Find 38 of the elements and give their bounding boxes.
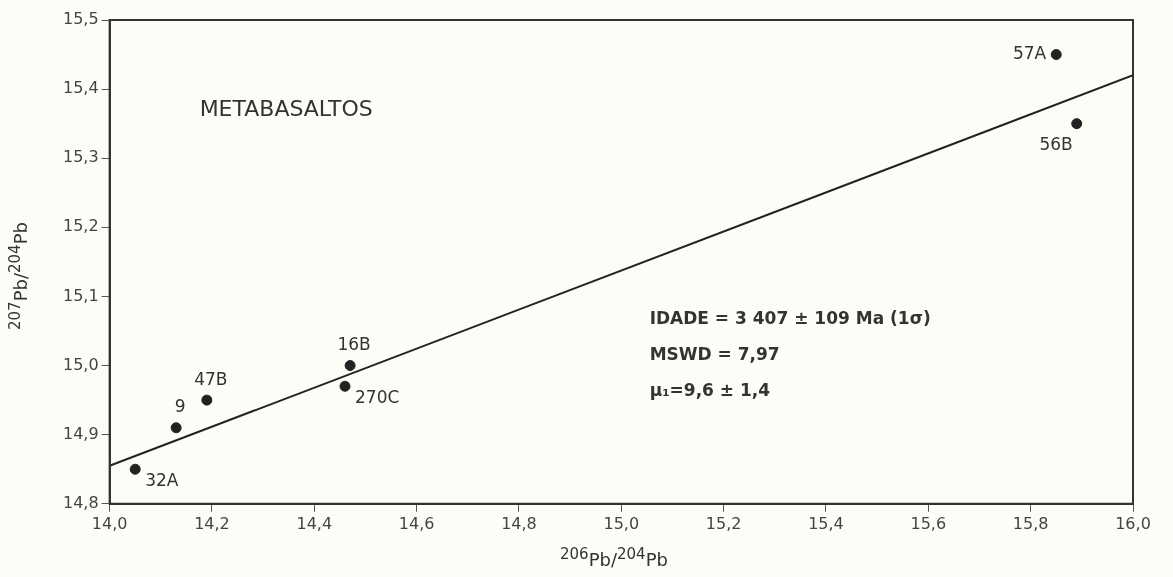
y-tick-label: 15,0 [63, 354, 99, 374]
y-tick-label: 15,3 [63, 147, 99, 167]
annotation: 9 [174, 396, 186, 417]
x-tick-label: 16,0 [1115, 513, 1151, 533]
x-axis-title: $^{206}$Pb/$^{204}$Pb [560, 545, 668, 570]
annotation: 47B [194, 368, 228, 389]
annotation: 16B [337, 333, 371, 354]
x-tick-label: 14,2 [194, 513, 230, 533]
y-tick-label: 15,5 [63, 9, 99, 29]
annotation: 32A [145, 469, 179, 490]
y-tick-label: 14,9 [63, 423, 99, 443]
annotation: 57A [1012, 42, 1047, 63]
x-tick-label: 15,0 [603, 513, 640, 533]
point [170, 422, 182, 434]
x-tick-label: 14,8 [501, 513, 537, 533]
annotation: IDADE = 3 407 ± 109 Ma (1σ) [649, 308, 931, 329]
point [201, 394, 213, 406]
point [1050, 49, 1062, 61]
x-tick-label: 15,6 [910, 513, 947, 533]
y-tick-label: 15,1 [63, 285, 99, 305]
x-tick-label: 14,0 [91, 513, 128, 533]
x-tick-label: 15,8 [1012, 513, 1049, 533]
point [344, 360, 356, 372]
y-tick-label: 15,2 [63, 216, 99, 236]
x-tick-label: 15,2 [705, 513, 742, 533]
point [1071, 118, 1083, 130]
y-tick-label: 14,8 [63, 492, 99, 512]
x-tick-label: 14,6 [398, 513, 435, 533]
y-tick-label: 15,4 [63, 78, 99, 98]
x-tick-label: 14,4 [296, 513, 333, 533]
x-tick-label: 15,4 [808, 513, 844, 533]
annotation: 56B [1039, 134, 1073, 155]
annotation: METABASALTOS [199, 95, 373, 121]
point [339, 380, 351, 392]
annotation: MSWD = 7,97 [649, 344, 780, 365]
point [129, 463, 141, 475]
annotation: 270C [355, 386, 400, 407]
annotation: μ₁=9,6 ± 1,4 [649, 380, 771, 401]
